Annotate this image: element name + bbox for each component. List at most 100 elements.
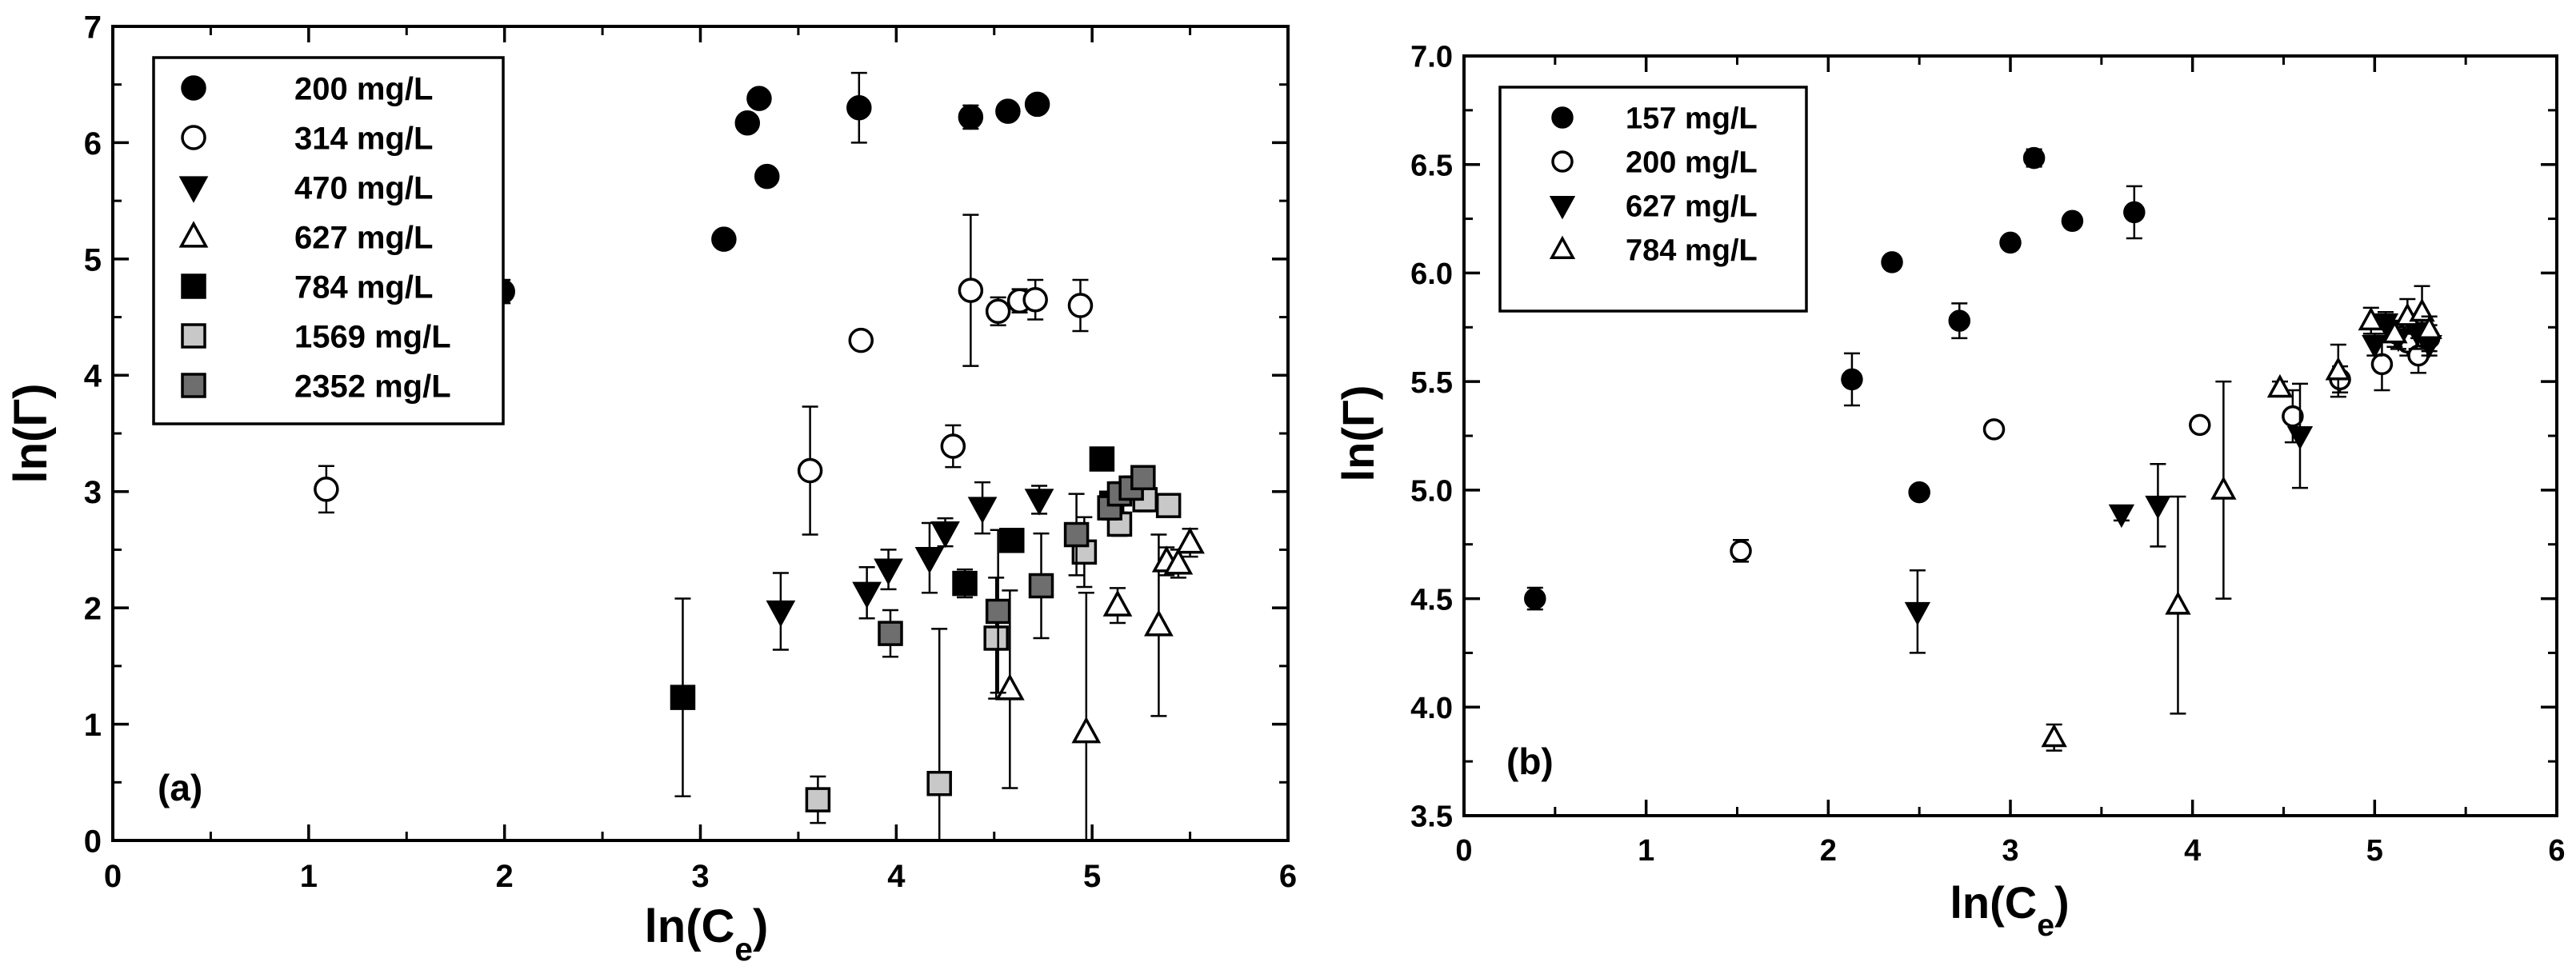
data-point	[2189, 413, 2211, 437]
legend-marker	[181, 125, 206, 150]
legend-item-1569-mg-l: 1569 mg/L	[181, 319, 451, 354]
x-axis-title: ln(Ce)	[1950, 877, 2069, 943]
y-tick-label: 4	[84, 359, 102, 394]
panel-label: (b)	[1506, 740, 1554, 782]
data-layer	[314, 71, 1205, 840]
data-point	[2108, 504, 2135, 529]
legend: 157 mg/L 200 mg/L 627 mg/L 784 mg/L	[1498, 86, 1808, 313]
legend-item-784-mg-l: 784 mg/L	[181, 269, 433, 305]
panel-label: (a)	[158, 767, 202, 808]
x-axis-title-main: ln(C	[1950, 877, 2037, 928]
data-point	[734, 110, 761, 136]
data-point	[2416, 315, 2442, 339]
legend-label: 627 mg/L	[294, 220, 433, 255]
x-tick-label: 3	[2002, 834, 2018, 868]
x-tick-label: 3	[691, 859, 709, 894]
legend-item-200-mg-l: 200 mg/L	[181, 71, 433, 106]
data-point	[995, 98, 1021, 124]
data-point	[958, 104, 984, 130]
data-point	[1071, 717, 1102, 744]
legend-label: 470 mg/L	[294, 170, 433, 206]
data-point	[1022, 287, 1048, 313]
legend-box	[1498, 86, 1808, 313]
x-tick-label: 6	[1279, 859, 1297, 894]
data-point	[2266, 373, 2294, 398]
data-point	[1024, 91, 1050, 118]
series-627-mg-l	[994, 526, 1205, 840]
y-tick-label: 5.5	[1410, 366, 1453, 400]
legend-marker	[1549, 235, 1576, 259]
data-point	[797, 457, 823, 484]
data-point	[2061, 210, 2084, 233]
series-200-mg-l	[1730, 319, 2441, 563]
legend-marker	[178, 176, 209, 203]
data-point	[985, 598, 1011, 625]
x-axis-title-end: )	[753, 900, 768, 952]
y-tick-label: 1	[84, 708, 102, 743]
x-axis-title: ln(Ce)	[645, 900, 769, 968]
y-tick-label: 0	[84, 824, 102, 859]
y-tick-label: 6	[84, 126, 102, 162]
data-point	[314, 477, 339, 502]
legend-marker	[181, 273, 206, 299]
legend-marker	[181, 75, 206, 101]
x-tick-label: 1	[300, 859, 318, 894]
data-point	[2145, 495, 2171, 520]
y-tick-label: 6.0	[1410, 257, 1453, 291]
x-axis-title-subscript: e	[734, 931, 753, 968]
y-axis-title: ln(Γ)	[5, 383, 57, 483]
data-point	[1028, 573, 1054, 599]
data-point	[766, 600, 796, 628]
data-point	[805, 787, 831, 812]
legend-label: 627 mg/L	[1626, 190, 1758, 224]
x-tick-label: 4	[887, 859, 906, 894]
data-point	[878, 621, 903, 646]
data-point	[930, 521, 960, 549]
y-tick-label: 7.0	[1410, 41, 1453, 74]
data-point	[1175, 526, 1205, 554]
legend: 200 mg/L 314 mg/L 470 mg/L 627 mg/L 784 mg/L…	[152, 56, 505, 425]
legend-marker	[1551, 150, 1574, 173]
series-157-mg-l	[1524, 146, 2146, 611]
data-point	[1524, 587, 1546, 610]
data-point	[967, 497, 998, 524]
legend-item-627-mg-l: 627 mg/L	[178, 220, 433, 255]
data-point	[848, 327, 874, 353]
data-point	[985, 298, 1011, 325]
y-axis-title: ln(Γ)	[1333, 385, 1383, 482]
data-point	[2282, 405, 2304, 428]
legend-label: 784 mg/L	[294, 269, 433, 305]
y-tick-label: 5	[84, 242, 102, 277]
legend-label: 1569 mg/L	[294, 319, 451, 354]
data-point	[670, 685, 696, 710]
x-tick-label: 0	[104, 859, 122, 894]
legend-label: 784 mg/L	[1626, 234, 1758, 268]
y-tick-label: 6.5	[1410, 149, 1453, 182]
panel-b-chart: 0 1 2 3 4 5 63.54.04.55.05.56.06.57.0ln(Ce)ln(…	[1333, 41, 2566, 943]
y-tick-label: 4.0	[1410, 692, 1453, 725]
legend-label: 2352 mg/L	[294, 369, 451, 404]
data-point	[994, 673, 1025, 701]
data-point	[711, 226, 737, 252]
legend-marker	[1549, 196, 1576, 220]
legend-marker	[181, 373, 206, 398]
legend-marker	[1551, 106, 1574, 129]
data-point	[2362, 335, 2388, 359]
data-point	[2123, 201, 2146, 224]
y-tick-label: 7	[84, 10, 102, 45]
data-point	[2210, 476, 2237, 500]
legend-label: 200 mg/L	[294, 71, 433, 106]
y-tick-label: 3.5	[1410, 800, 1453, 834]
series-2352-mg-l	[878, 465, 1156, 694]
x-axis-title-subscript: e	[2037, 908, 2054, 943]
x-axis-title-main: ln(C	[645, 900, 735, 952]
y-tick-label: 3	[84, 475, 102, 510]
x-tick-label: 5	[2366, 834, 2383, 868]
legend-label: 157 mg/L	[1626, 102, 1758, 136]
legend-marker	[178, 221, 209, 248]
legend-marker	[181, 323, 206, 349]
data-point	[1130, 465, 1156, 491]
legend-item-470-mg-l: 470 mg/L	[178, 170, 433, 206]
data-point	[926, 770, 952, 796]
data-point	[1881, 251, 1903, 273]
